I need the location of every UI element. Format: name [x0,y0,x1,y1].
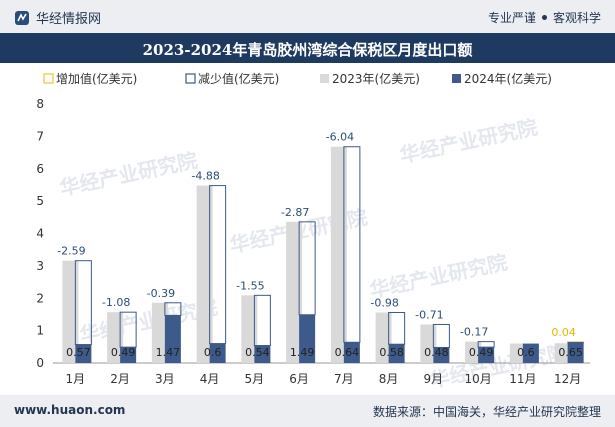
value-label-2024: 0.64 [335,346,360,359]
x-tick-label: 3月 [155,372,175,386]
change-label: -0.71 [415,308,443,321]
bar-2024 [343,342,360,363]
bar-2024 [164,315,181,363]
x-tick-label: 7月 [334,372,354,386]
x-tick-label: 11月 [509,372,536,386]
bar-2023 [420,324,437,363]
x-tick-label: 5月 [245,372,265,386]
bar-2023 [196,185,213,363]
y-tick-label: 7 [36,129,44,143]
change-label: -0.98 [370,296,398,309]
bar-2024 [567,341,584,363]
slogan-right: 客观科学 [552,11,601,25]
footer: www.huaon.com 数据来源：中国海关，华经产业研究院整理 [0,395,615,427]
x-tick-label: 10月 [464,372,491,386]
watermark-text: 华经产业研究院 [58,148,200,201]
value-label-2024: 0.6 [517,346,535,359]
bar-2023 [465,341,482,363]
bar-2023 [554,343,571,363]
watermark-text: 华经产业研究院 [368,250,510,303]
legend-swatch-decrease [185,73,196,84]
bar-2024 [299,314,316,363]
bar-2023 [107,312,124,363]
value-label-2024: 1.47 [156,346,181,359]
x-tick-label: 1月 [66,372,86,386]
change-label: -0.39 [147,287,175,300]
slogan-left: 专业严谨 [487,11,536,25]
bar-2023 [62,260,79,363]
x-tick-label: 9月 [424,372,444,386]
value-label-2024: 0.58 [379,346,404,359]
change-label: -4.88 [191,170,219,183]
watermark-text: 华经产业研究院 [398,115,540,168]
huajing-logo-icon [15,10,29,25]
footer-site: www.huaon.com [14,403,126,417]
legend-label: 2023年(亿美元) [332,71,420,86]
bar-2023 [375,312,392,363]
y-tick-label: 3 [36,259,44,273]
x-tick-label: 12月 [554,372,581,386]
x-tick-label: 6月 [289,372,309,386]
y-tick-label: 2 [36,291,44,305]
y-tick-label: 4 [36,227,44,241]
y-tick-label: 1 [36,324,44,338]
x-tick-label: 8月 [379,372,399,386]
value-label-2024: 0.49 [469,346,494,359]
bar-2024 [478,347,495,363]
brand-name: 华经情报网 [36,12,102,27]
slogan: 专业严谨 客观科学 [488,9,601,26]
change-label: -6.04 [326,131,354,144]
legend-label: 增加值(亿美元) [56,71,137,86]
legend-swatch-increase [43,73,54,84]
bar-2024 [209,343,226,363]
bar-2023 [509,343,526,363]
y-tick-label: 6 [36,162,44,176]
x-tick-label: 2月 [110,372,130,386]
change-label: -2.87 [281,206,309,219]
legend-label: 2024年(亿美元) [464,71,552,86]
chart: 华经产业研究院华经产业研究院华经产业研究院华经产业研究院华经产业研究院华经产业研… [36,71,590,392]
value-label-2024: 0.65 [558,346,583,359]
bar-2023 [151,302,168,363]
separator-dot-icon [541,15,547,20]
x-tick-label: 4月 [200,372,220,386]
value-label-2024: 0.49 [111,346,136,359]
change-label: -0.17 [460,326,488,339]
legend-swatch-2024 [452,74,461,83]
brand: 华经情报网 [14,8,101,27]
bar-2024 [388,344,405,363]
value-label-2024: 0.57 [66,346,91,359]
value-label-2024: 0.48 [424,346,449,359]
value-label-2024: 0.54 [245,346,270,359]
bar-2023 [241,295,258,363]
bar-2024 [120,347,137,363]
top-bar: 华经情报网 专业严谨 客观科学 [0,0,615,33]
title-bar: 2023-2024年青岛胶州湾综合保税区月度出口额 [0,33,615,63]
value-label-2024: 0.6 [204,346,222,359]
y-tick-label: 5 [36,194,44,208]
change-label: -2.59 [57,245,85,258]
value-label-2024: 1.49 [290,346,315,359]
legend-swatch-2023 [320,74,329,83]
change-label: -1.08 [102,296,130,309]
bar-2023 [330,146,347,363]
change-label: 0.04 [551,326,576,339]
y-tick-label: 8 [36,97,44,111]
bar-2023 [286,221,303,363]
change-label: -1.55 [236,279,264,292]
legend-label: 减少值(亿美元) [198,71,279,86]
bar-2024 [433,347,450,363]
chart-title: 2023-2024年青岛胶州湾综合保税区月度出口额 [142,41,473,59]
bar-2024 [254,345,271,363]
bar-2024 [522,343,539,363]
footer-source: 数据来源：中国海关，华经产业研究院整理 [372,405,601,419]
y-tick-label: 0 [36,356,44,370]
bar-2024 [75,344,92,363]
